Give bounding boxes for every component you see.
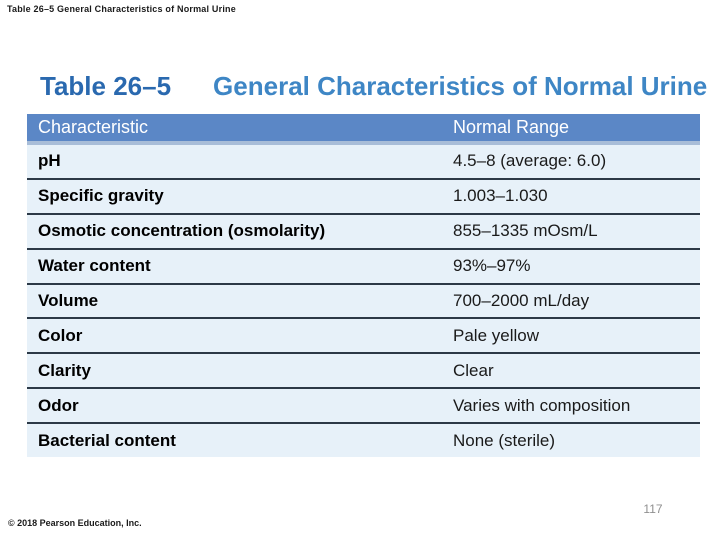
table-row: Color Pale yellow [27, 317, 700, 353]
table-row: Specific gravity 1.003–1.030 [27, 177, 700, 213]
normal-range-cell: 93%–97% [453, 256, 531, 276]
normal-range-cell: 4.5–8 (average: 6.0) [453, 151, 607, 171]
table-title: Table 26–5 General Characteristics of Nor… [40, 70, 707, 103]
normal-range-cell: Pale yellow [453, 325, 539, 345]
column-header-normal-range: Normal Range [453, 117, 570, 137]
copyright-text: © 2018 Pearson Education, Inc. [8, 518, 142, 528]
characteristic-cell: Volume [38, 291, 99, 310]
characteristic-cell: Water content [38, 256, 151, 276]
normal-range-cell: None (sterile) [453, 430, 556, 450]
column-header-characteristic: Characteristic [38, 117, 149, 137]
normal-range-cell: Clear [453, 360, 494, 380]
table-row: pH 4.5–8 (average: 6.0) [27, 145, 700, 178]
table-row: Water content 93%–97% [27, 247, 700, 283]
table-row: Clarity Clear [27, 352, 700, 388]
characteristic-cell: Specific gravity [38, 186, 164, 206]
page-number: 117 [643, 502, 663, 516]
table-title-text: General Characteristics of Normal Urine [213, 71, 708, 101]
table-row: Volume 700–2000 mL/day [27, 282, 700, 318]
normal-range-cell: 700–2000 mL/day [453, 291, 590, 310]
table-header-row: Characteristic Normal Range [27, 114, 700, 145]
table-body: pH 4.5–8 (average: 6.0) Specific gravity… [27, 145, 700, 458]
characteristic-cell: Osmotic concentration (osmolarity) [38, 221, 326, 241]
characteristic-cell: pH [38, 151, 61, 171]
normal-range-cell: 1.003–1.030 [453, 186, 548, 206]
table-row: Bacterial content None (sterile) [27, 422, 700, 458]
table-row: Osmotic concentration (osmolarity) 855–1… [27, 212, 700, 248]
slide-title: Table 26–5 General Characteristics of No… [7, 4, 236, 14]
normal-range-cell: Varies with composition [453, 395, 631, 415]
table-title-number: Table 26–5 [40, 71, 172, 101]
characteristic-cell: Color [38, 325, 83, 345]
characteristic-cell: Clarity [38, 360, 91, 380]
characteristic-cell: Odor [38, 395, 79, 415]
normal-range-cell: 855–1335 mOsm/L [453, 221, 598, 241]
table-row: Odor Varies with composition [27, 387, 700, 423]
table-figure: Table 26–5 General Characteristics of Nor… [27, 70, 707, 458]
characteristic-cell: Bacterial content [38, 430, 176, 450]
